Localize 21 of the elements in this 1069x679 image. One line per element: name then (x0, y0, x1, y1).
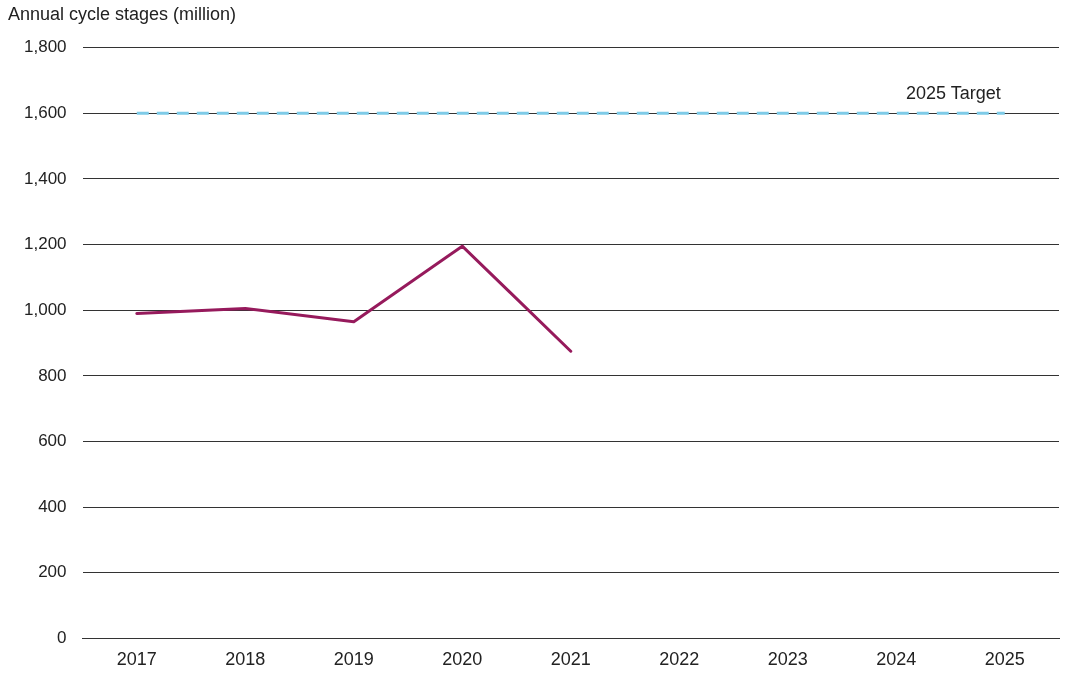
x-tick-label: 2024 (876, 649, 917, 670)
y-tick-label: 600 (38, 431, 67, 451)
y-tick-label: 1,200 (23, 234, 67, 254)
y-tick-label: 1,600 (23, 102, 67, 122)
x-tick-label: 2023 (767, 649, 808, 670)
ref-line-label: 2025 Target (906, 83, 1001, 104)
y-tick-label: 200 (38, 562, 67, 582)
x-tick-label: 2019 (333, 649, 374, 670)
y-tick-label: 1,400 (23, 168, 67, 188)
x-tick-label: 2021 (550, 649, 591, 670)
y-tick-label: 1,000 (23, 299, 67, 319)
x-tick-label: 2022 (659, 649, 700, 670)
y-tick-label: 1,800 (23, 37, 67, 57)
x-tick-label: 2020 (442, 649, 483, 670)
x-tick-label: 2017 (116, 649, 157, 670)
y-axis-title: Annual cycle stages (million) (8, 3, 237, 24)
y-tick-label: 0 (57, 628, 67, 648)
y-tick-label: 400 (38, 496, 67, 516)
y-tick-label: 800 (38, 365, 67, 385)
x-tick-label: 2018 (225, 649, 266, 670)
x-tick-label: 2025 (984, 649, 1025, 670)
